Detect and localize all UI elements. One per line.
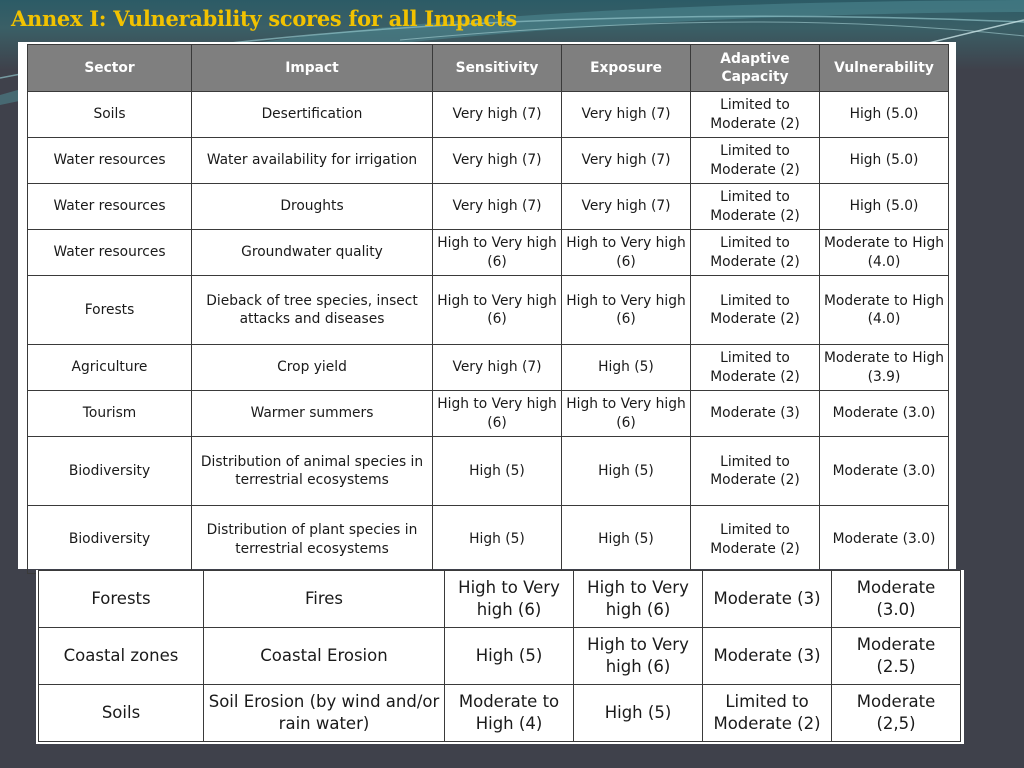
cell-vulnerability: Moderate (3.0) — [819, 436, 949, 506]
cell-sensitivity: High to Very high (6) — [444, 570, 574, 628]
cell-vulnerability: High (5.0) — [819, 91, 949, 138]
cell-impact: Desertification — [191, 91, 433, 138]
vulnerability-table: Sector Impact Sensitivity Exposure Adapt… — [27, 44, 949, 574]
table-row: Agriculture Crop yield Very high (7) Hig… — [27, 344, 949, 391]
cell-sensitivity: High to Very high (6) — [432, 390, 562, 437]
cell-adaptive-capacity: Moderate (3) — [702, 570, 832, 628]
cell-sector: Forests — [27, 275, 192, 345]
cell-impact: Warmer summers — [191, 390, 433, 437]
cell-impact: Water availability for irrigation — [191, 137, 433, 184]
column-header-exposure: Exposure — [561, 44, 691, 92]
cell-sector: Biodiversity — [27, 505, 192, 574]
cell-impact: Groundwater quality — [191, 229, 433, 276]
table-row: Water resources Water availability for i… — [27, 137, 949, 184]
table-row: Coastal zones Coastal Erosion High (5) H… — [38, 627, 961, 685]
table-row: Water resources Groundwater quality High… — [27, 229, 949, 276]
column-header-sector: Sector — [27, 44, 192, 92]
cell-sector: Coastal zones — [38, 627, 204, 685]
cell-exposure: Very high (7) — [561, 91, 691, 138]
table-row: Soils Desertification Very high (7) Very… — [27, 91, 949, 138]
table-header-row: Sector Impact Sensitivity Exposure Adapt… — [27, 44, 949, 92]
cell-vulnerability: Moderate to High (4.0) — [819, 275, 949, 345]
table-row: Biodiversity Distribution of animal spec… — [27, 436, 949, 506]
cell-sensitivity: High to Very high (6) — [432, 229, 562, 276]
cell-sector: Biodiversity — [27, 436, 192, 506]
cell-impact: Soil Erosion (by wind and/or rain water) — [203, 684, 445, 742]
cell-sensitivity: High (5) — [444, 627, 574, 685]
cell-vulnerability: Moderate (2,5) — [831, 684, 961, 742]
cell-sensitivity: Very high (7) — [432, 137, 562, 184]
cell-sensitivity: Moderate to High (4) — [444, 684, 574, 742]
table-row: Forests Dieback of tree species, insect … — [27, 275, 949, 345]
cell-exposure: High (5) — [561, 505, 691, 574]
cell-sector: Tourism — [27, 390, 192, 437]
cell-vulnerability: Moderate (3.0) — [819, 390, 949, 437]
cell-impact: Crop yield — [191, 344, 433, 391]
cell-adaptive-capacity: Moderate (3) — [702, 627, 832, 685]
cell-sensitivity: High (5) — [432, 436, 562, 506]
cell-adaptive-capacity: Limited to Moderate (2) — [690, 436, 820, 506]
cell-exposure: High to Very high (6) — [573, 570, 703, 628]
vulnerability-table-continued-panel: Forests Fires High to Very high (6) High… — [36, 570, 964, 744]
cell-sector: Water resources — [27, 229, 192, 276]
cell-sensitivity: Very high (7) — [432, 91, 562, 138]
table-row: Soils Soil Erosion (by wind and/or rain … — [38, 684, 961, 742]
cell-adaptive-capacity: Limited to Moderate (2) — [702, 684, 832, 742]
cell-adaptive-capacity: Limited to Moderate (2) — [690, 137, 820, 184]
cell-exposure: High (5) — [561, 344, 691, 391]
cell-sector: Soils — [38, 684, 204, 742]
table-row: Forests Fires High to Very high (6) High… — [38, 570, 961, 628]
table-row: Biodiversity Distribution of plant speci… — [27, 505, 949, 574]
cell-impact: Fires — [203, 570, 445, 628]
cell-exposure: High to Very high (6) — [573, 627, 703, 685]
cell-impact: Distribution of animal species in terres… — [191, 436, 433, 506]
cell-adaptive-capacity: Limited to Moderate (2) — [690, 229, 820, 276]
cell-vulnerability: High (5.0) — [819, 137, 949, 184]
cell-sensitivity: Very high (7) — [432, 183, 562, 230]
cell-vulnerability: Moderate to High (4.0) — [819, 229, 949, 276]
cell-sector: Forests — [38, 570, 204, 628]
cell-vulnerability: Moderate to High (3.9) — [819, 344, 949, 391]
table-row: Tourism Warmer summers High to Very high… — [27, 390, 949, 437]
cell-sector: Water resources — [27, 137, 192, 184]
vulnerability-table-panel: Sector Impact Sensitivity Exposure Adapt… — [18, 42, 956, 574]
column-header-adaptive-capacity: Adaptive Capacity — [690, 44, 820, 92]
cell-vulnerability: Moderate (3.0) — [819, 505, 949, 574]
cell-sensitivity: High (5) — [432, 505, 562, 574]
vulnerability-table-continued: Forests Fires High to Very high (6) High… — [38, 570, 961, 742]
cell-exposure: High (5) — [573, 684, 703, 742]
cell-sensitivity: High to Very high (6) — [432, 275, 562, 345]
cell-exposure: High to Very high (6) — [561, 390, 691, 437]
cell-impact: Coastal Erosion — [203, 627, 445, 685]
cell-exposure: High (5) — [561, 436, 691, 506]
cell-sensitivity: Very high (7) — [432, 344, 562, 391]
page-title: Annex I: Vulnerability scores for all Im… — [11, 6, 517, 31]
cell-exposure: Very high (7) — [561, 183, 691, 230]
cell-exposure: High to Very high (6) — [561, 229, 691, 276]
cell-adaptive-capacity: Limited to Moderate (2) — [690, 183, 820, 230]
cell-exposure: High to Very high (6) — [561, 275, 691, 345]
cell-sector: Agriculture — [27, 344, 192, 391]
cell-impact: Droughts — [191, 183, 433, 230]
table-row: Water resources Droughts Very high (7) V… — [27, 183, 949, 230]
cell-adaptive-capacity: Moderate (3) — [690, 390, 820, 437]
cell-impact: Dieback of tree species, insect attacks … — [191, 275, 433, 345]
column-header-impact: Impact — [191, 44, 433, 92]
cell-vulnerability: High (5.0) — [819, 183, 949, 230]
cell-sector: Soils — [27, 91, 192, 138]
cell-exposure: Very high (7) — [561, 137, 691, 184]
cell-adaptive-capacity: Limited to Moderate (2) — [690, 344, 820, 391]
cell-sector: Water resources — [27, 183, 192, 230]
column-header-sensitivity: Sensitivity — [432, 44, 562, 92]
cell-adaptive-capacity: Limited to Moderate (2) — [690, 275, 820, 345]
cell-vulnerability: Moderate (3.0) — [831, 570, 961, 628]
cell-impact: Distribution of plant species in terrest… — [191, 505, 433, 574]
column-header-vulnerability: Vulnerability — [819, 44, 949, 92]
cell-vulnerability: Moderate (2.5) — [831, 627, 961, 685]
cell-adaptive-capacity: Limited to Moderate (2) — [690, 91, 820, 138]
cell-adaptive-capacity: Limited to Moderate (2) — [690, 505, 820, 574]
